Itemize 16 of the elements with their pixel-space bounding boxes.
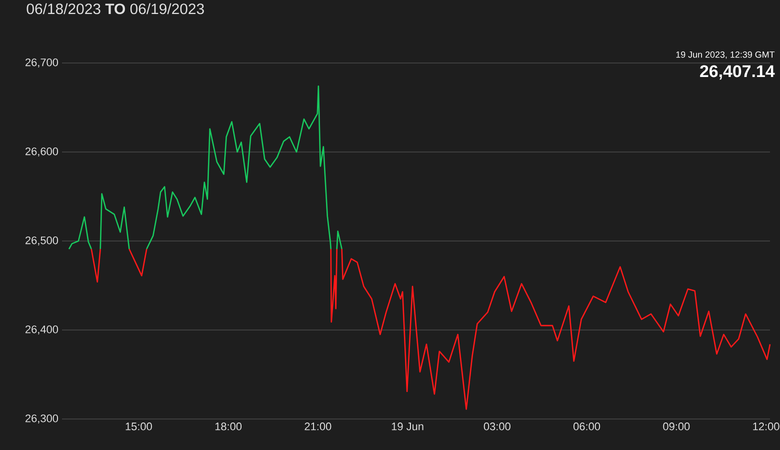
x-tick-label: 18:00 [215, 422, 242, 430]
y-tick-label: 26,300 [26, 414, 58, 424]
x-tick-label: 03:00 [484, 422, 510, 430]
x-tick-label: 21:00 [304, 422, 332, 430]
x-tick-label: 15:00 [126, 422, 152, 430]
chart-title: 06/18/2023 TO 06/19/2023 [26, 3, 204, 14]
annotation: 26,407.14 [700, 65, 775, 80]
x-tick-label: 06:00 [573, 422, 600, 430]
x-tick-label: 12:00 [753, 422, 780, 430]
text: 19 Jun 2023, 12:39 GMT [676, 51, 775, 59]
x-tick-label: 09:00 [663, 422, 690, 430]
y-tick-label: 26,600 [26, 147, 58, 157]
y-tick-label: 26,700 [26, 58, 58, 68]
y-tick-label: 26,500 [26, 236, 58, 246]
y-tick-label: 26,400 [26, 325, 58, 335]
x-tick-label: 19 Jun [392, 422, 424, 430]
